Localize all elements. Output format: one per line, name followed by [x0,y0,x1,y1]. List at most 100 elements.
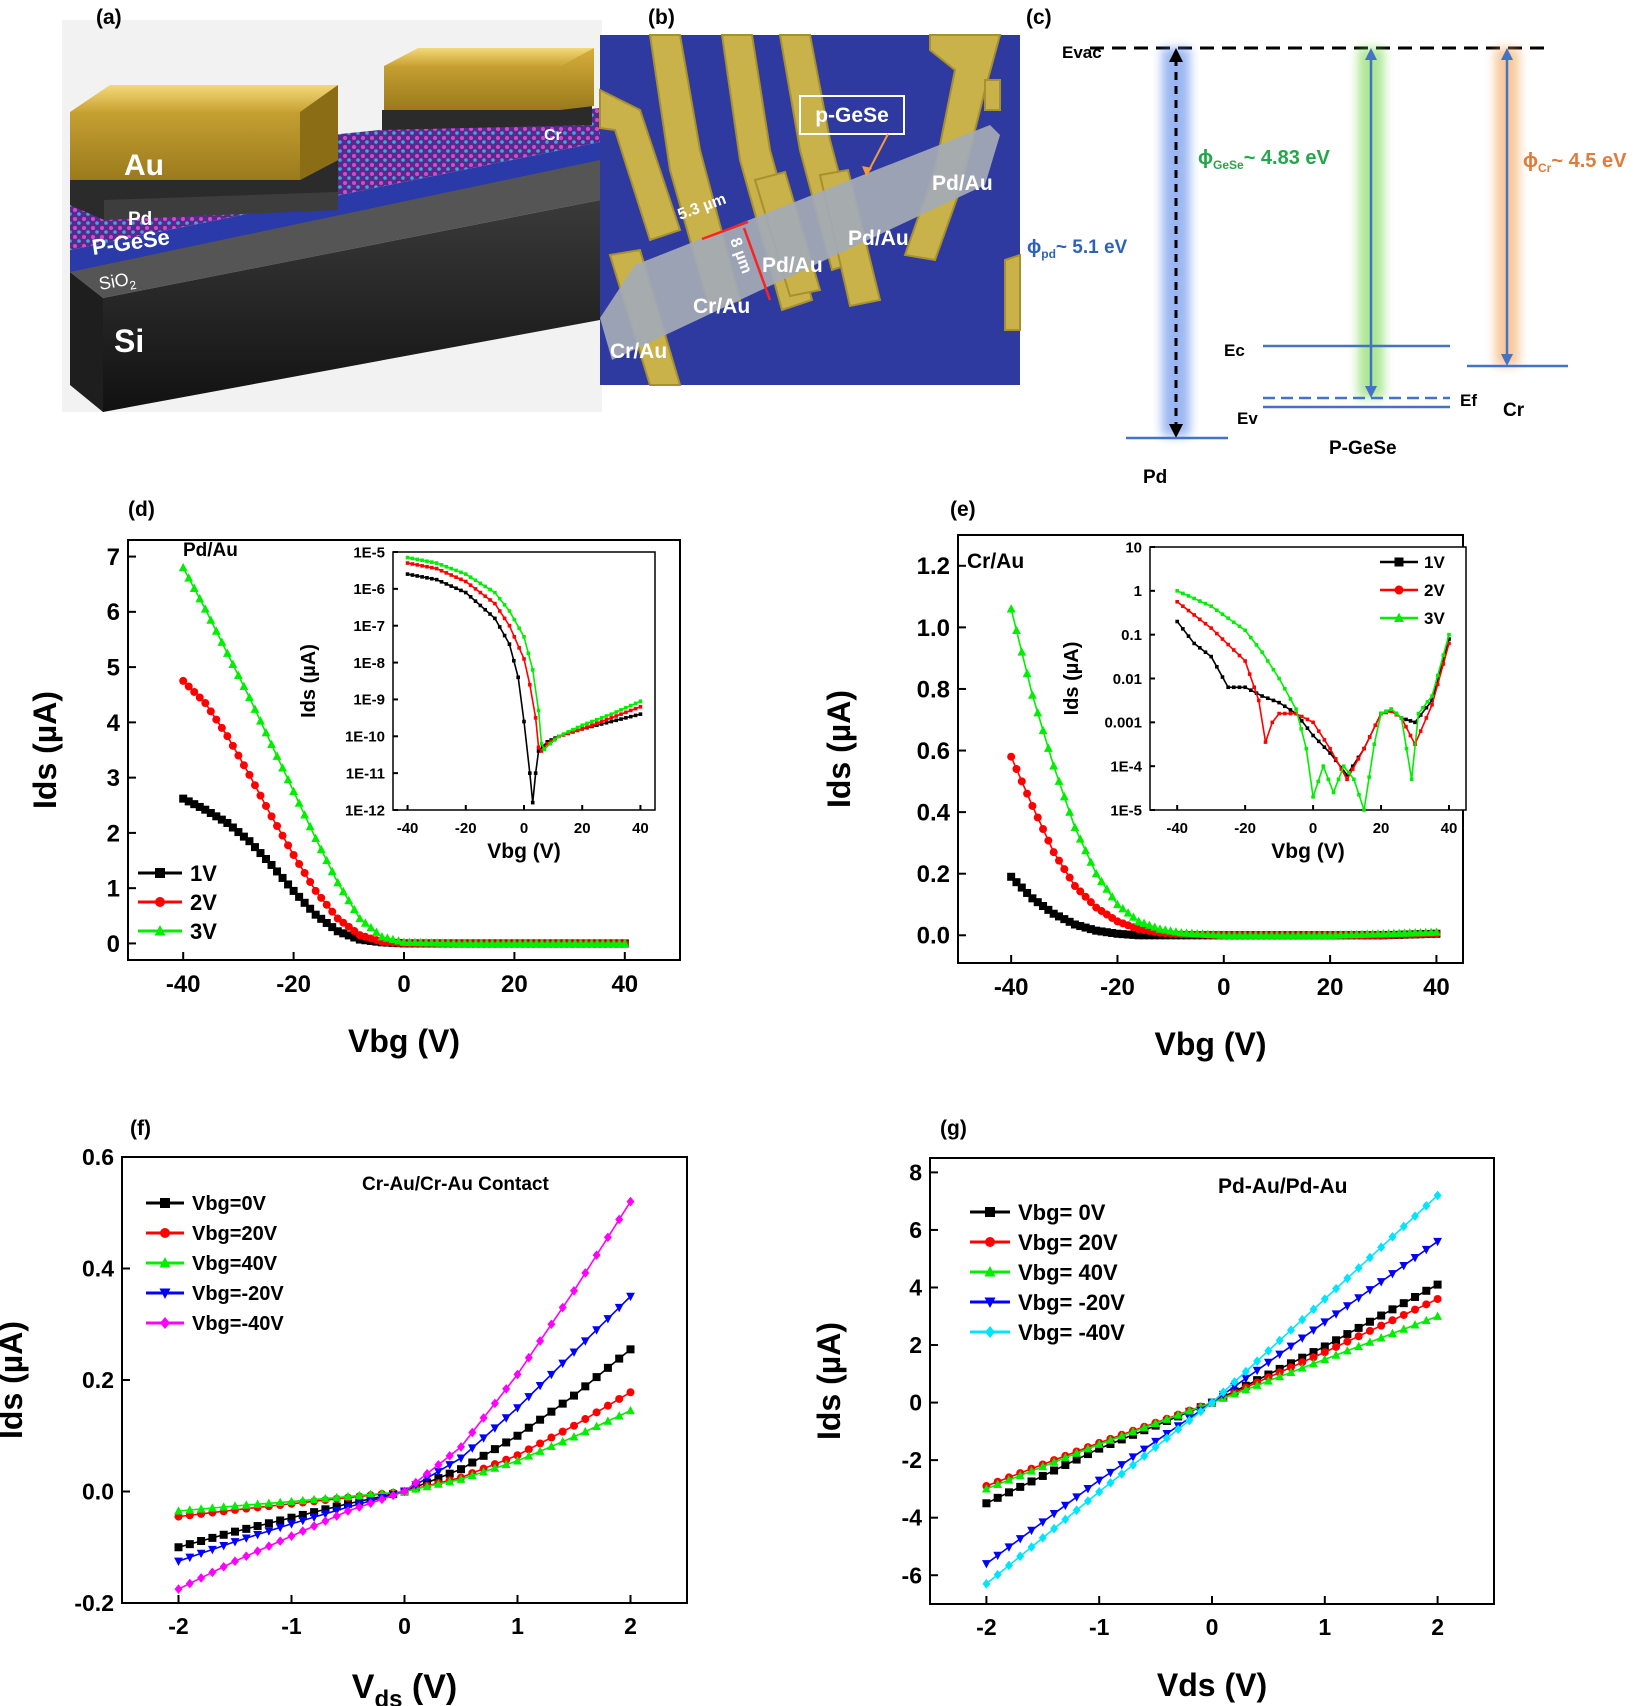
f-point [581,1415,590,1424]
e-point [1049,909,1058,918]
d-inset-point [512,658,516,663]
g-point [1139,1445,1149,1454]
d-inset-point [599,722,604,726]
d-point [289,886,298,895]
e-inset-legend-marker [1394,585,1404,595]
f-point [513,1451,522,1460]
g-point [1004,1543,1014,1552]
e-point [1028,894,1037,903]
e-point [1081,923,1090,932]
f-point [490,1445,499,1454]
g-point [1129,1460,1138,1470]
d-point [504,938,514,948]
f-point [275,1497,285,1507]
f-point [230,1538,240,1547]
f-point [231,1527,239,1536]
d-inset-point [530,668,535,672]
g-point [1095,1444,1104,1453]
d-inset-point [449,584,454,588]
f-point [219,1561,228,1572]
d-inset-point [415,574,420,578]
d-point [317,893,326,902]
d-inset-point [459,570,463,575]
e-inset-point [1220,637,1225,641]
e-inset-point [1260,650,1264,654]
d-inset-xlabel: Vbg (V) [487,840,561,863]
d-inset-point [415,557,420,562]
d-point [267,860,276,869]
f-point [185,1505,195,1514]
e-inset-ytick-label: 0.1 [1121,627,1142,644]
g-point [1399,1262,1409,1271]
d-xtick-label: -20 [276,971,311,998]
e-inset-point [1339,767,1344,771]
f-point [287,1513,296,1522]
d-inset-point [533,716,538,720]
e-inset-point [1305,726,1310,730]
e-inset-point [1203,621,1208,626]
d-inset-point [545,741,550,746]
f-point [343,1491,353,1501]
d-point [344,895,354,905]
d-point [217,815,226,824]
g-point [1038,1533,1047,1543]
d-inset-point [580,727,585,731]
e-inset-legend-label: 1V [1424,553,1445,572]
e-inset-point [1326,777,1331,782]
chart-d: -40 -20 0 20 40 0 1 2 3 4 5 6 7 (d) Pd/Au Vbg (V) Ids (µ… [27,498,681,1059]
d-point [526,938,536,948]
e-inset-point [1260,694,1264,698]
panel-a-label: (a) [96,6,122,29]
e-inset-xtick-label: 0 [1309,820,1317,837]
e-inset-point [1220,675,1225,679]
f-legend-label: Vbg=0V [192,1193,267,1215]
d-point [344,922,353,931]
f-point [603,1416,613,1425]
g-point [1061,1461,1070,1470]
e-inset-point [1299,727,1304,731]
d-inset-point [585,721,589,726]
e-point [1060,915,1069,924]
d-inset-point [454,586,458,591]
e-inset-point [1333,757,1338,761]
b-contact-3: Pd/Au [762,254,823,277]
d-point [217,637,227,646]
e-inset-point [1352,777,1356,782]
e-inset-point [1394,711,1399,716]
e-inset-point [1421,705,1425,710]
e-point [1033,813,1042,822]
f-point [490,1463,500,1472]
e-point [1017,647,1027,656]
d-legend-label: 1V [190,861,217,886]
d-xlabel: Vbg (V) [348,1023,460,1059]
f-point [400,1486,409,1497]
e-point [1065,917,1074,926]
f-point [242,1524,251,1533]
g-xtick-label: 2 [1431,1614,1444,1640]
d-point [306,877,315,886]
d-inset-point [522,719,526,724]
d-inset-point [542,747,547,751]
d-inset-point [557,734,561,739]
e-point [1007,752,1016,761]
g-point [1354,1341,1364,1351]
e-inset-point [1373,723,1378,728]
d-point [510,938,519,948]
f-point [535,1446,545,1455]
d-inset-point [405,561,410,565]
g-point [1365,1326,1374,1335]
e-point [1081,892,1090,901]
e-inset-point [1316,779,1320,784]
e-inset-point [1175,589,1179,593]
f-point [310,1508,319,1517]
d-inset-point [533,771,538,775]
g-point [1297,1334,1307,1343]
e-inset-ytick-label: 1E-4 [1110,758,1142,775]
e-point [1038,725,1048,735]
e-inset-point [1215,665,1219,669]
d-inset-point [522,634,526,639]
e-inset-point [1282,686,1287,691]
e-point [1049,761,1059,770]
d-point [548,938,558,948]
g-point [1399,1299,1408,1308]
